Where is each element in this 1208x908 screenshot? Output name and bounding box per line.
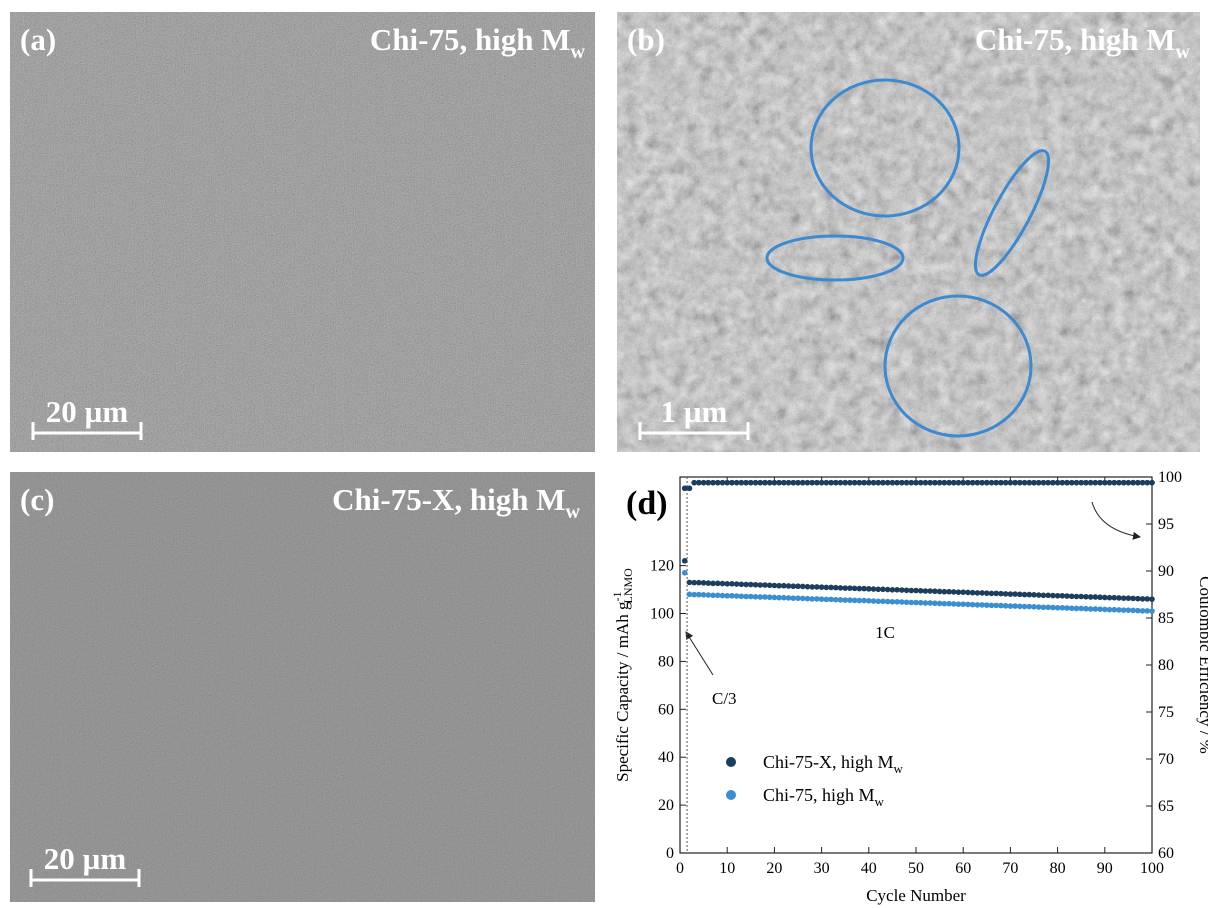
title-sub: w	[566, 501, 581, 523]
legend-sub: w	[894, 761, 904, 776]
x-tick-label: 20	[766, 860, 782, 877]
figure: (a) Chi-75, high Mw 20 µm (b) Chi-75, hi…	[0, 0, 1208, 908]
panel-title: Chi-75, high Mw	[370, 22, 586, 63]
annotation: 1C	[875, 623, 895, 642]
title-sub: w	[1176, 41, 1191, 63]
scale-bar-label: 20 µm	[46, 394, 129, 429]
y-tick-label: 40	[658, 749, 674, 766]
x-tick-label: 10	[719, 860, 735, 877]
x-tick-label: 40	[861, 860, 877, 877]
y2-tick-label: 80	[1158, 657, 1174, 674]
panel-b: (b) Chi-75, high Mw 1 µm	[617, 12, 1200, 452]
title-text: Chi-75, high M	[370, 22, 571, 57]
y2-tick-label: 70	[1158, 751, 1174, 768]
x-tick-label: 60	[955, 860, 971, 877]
y-label-sub: LNMO	[621, 568, 635, 604]
panel-label: (d)	[626, 485, 668, 522]
x-tick-label: 0	[676, 860, 684, 877]
y2-tick-label: 60	[1158, 845, 1174, 862]
title-text: Chi-75-X, high M	[332, 482, 565, 517]
title-text: Chi-75, high M	[975, 22, 1176, 57]
data-point	[1149, 480, 1155, 486]
panel-label: (b)	[627, 22, 665, 57]
legend-marker	[726, 790, 736, 800]
data-point	[687, 485, 693, 491]
y2-tick-label: 100	[1158, 469, 1182, 486]
y-tick-label: 60	[658, 701, 674, 718]
legend-marker	[726, 757, 736, 767]
y2-tick-label: 65	[1158, 798, 1174, 815]
legend-text: Chi-75-X, high M	[763, 752, 894, 772]
y2-tick-label: 75	[1158, 704, 1174, 721]
x-tick-label: 50	[908, 860, 924, 877]
scale-bar-label: 1 µm	[661, 394, 728, 429]
y-tick-label: 100	[650, 606, 674, 623]
x-tick-label: 30	[814, 860, 830, 877]
scale-bar-label: 20 µm	[44, 841, 127, 876]
y2-tick-label: 90	[1158, 563, 1174, 580]
data-point	[682, 570, 688, 576]
x-tick-label: 90	[1097, 860, 1113, 877]
plot-frame	[680, 477, 1152, 853]
panel-label: (a)	[20, 22, 56, 57]
legend-sub: w	[875, 794, 885, 809]
x-tick-label: 100	[1140, 860, 1164, 877]
y-axis-label: Specific Capacity / mAh g-1LNMO	[610, 568, 635, 782]
panel-title: Chi-75-X, high Mw	[332, 482, 580, 523]
panel-c: (c) Chi-75-X, high Mw 20 µm	[10, 472, 595, 902]
sem-grain	[617, 12, 1200, 452]
y2-tick-label: 95	[1158, 516, 1174, 533]
sem-texture	[10, 472, 595, 902]
sem-texture	[10, 12, 595, 452]
y-tick-label: 120	[650, 558, 674, 575]
y-tick-label: 20	[658, 797, 674, 814]
y-label-text: Specific Capacity / mAh g	[613, 601, 632, 782]
panel-title: Chi-75, high Mw	[975, 22, 1191, 63]
y2-axis-label: Coulombic Efficiency / %	[1196, 576, 1208, 754]
x-axis-label: Cycle Number	[866, 886, 966, 905]
x-tick-label: 80	[1050, 860, 1066, 877]
data-point	[1149, 608, 1155, 614]
panel-d-chart: (d) 0 10 20 30 40 50 60 70 80 90 100 0 20 40 60 80 100 12…	[610, 469, 1208, 905]
y-tick-label: 80	[658, 653, 674, 670]
annotation: C/3	[712, 689, 737, 708]
x-tick-label: 70	[1002, 860, 1018, 877]
data-point	[1149, 596, 1155, 602]
data-point	[682, 558, 688, 564]
panel-a: (a) Chi-75, high Mw 20 µm	[10, 12, 595, 452]
legend-text: Chi-75, high M	[763, 785, 875, 805]
y-tick-label: 0	[666, 845, 674, 862]
y2-tick-label: 85	[1158, 610, 1174, 627]
title-sub: w	[571, 41, 586, 63]
panel-label: (c)	[20, 482, 54, 517]
